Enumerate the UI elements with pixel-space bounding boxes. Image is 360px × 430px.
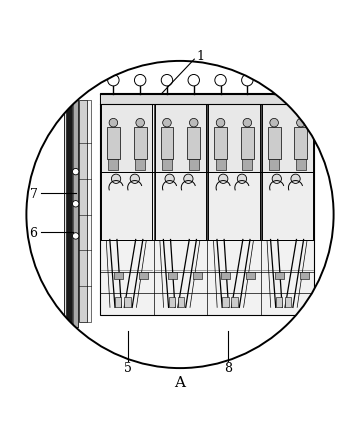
- Circle shape: [161, 75, 173, 87]
- Bar: [214, 128, 227, 160]
- Circle shape: [109, 119, 118, 128]
- Circle shape: [219, 175, 228, 184]
- Bar: [168, 297, 175, 307]
- Circle shape: [111, 175, 121, 184]
- Circle shape: [242, 75, 253, 87]
- Circle shape: [184, 175, 193, 184]
- Bar: [189, 160, 199, 170]
- Text: 1: 1: [197, 50, 205, 63]
- Bar: [73, 95, 78, 327]
- Bar: [101, 104, 153, 172]
- Bar: [79, 101, 87, 322]
- Bar: [208, 172, 260, 240]
- Bar: [114, 272, 123, 279]
- Bar: [66, 95, 72, 327]
- Bar: [178, 297, 184, 307]
- Circle shape: [297, 119, 305, 128]
- Circle shape: [237, 175, 247, 184]
- Bar: [107, 128, 120, 160]
- Bar: [161, 128, 174, 160]
- Circle shape: [188, 75, 199, 87]
- Circle shape: [291, 175, 300, 184]
- Bar: [222, 297, 229, 307]
- Bar: [101, 172, 153, 240]
- Circle shape: [243, 119, 252, 128]
- Bar: [64, 95, 78, 327]
- Circle shape: [189, 119, 198, 128]
- Bar: [269, 160, 279, 170]
- Bar: [241, 128, 254, 160]
- Bar: [221, 272, 230, 279]
- Circle shape: [136, 119, 144, 128]
- Circle shape: [134, 75, 146, 87]
- Circle shape: [272, 175, 282, 184]
- Bar: [296, 160, 306, 170]
- Text: 8: 8: [224, 361, 232, 374]
- Circle shape: [72, 233, 79, 240]
- Bar: [275, 272, 284, 279]
- Circle shape: [216, 119, 225, 128]
- Bar: [100, 95, 314, 104]
- Bar: [162, 160, 172, 170]
- Bar: [100, 94, 314, 315]
- Circle shape: [72, 201, 79, 208]
- Circle shape: [130, 175, 139, 184]
- Bar: [124, 297, 131, 307]
- Text: A: A: [175, 375, 185, 390]
- Bar: [262, 104, 313, 172]
- Text: 7: 7: [30, 187, 37, 200]
- Bar: [276, 297, 282, 307]
- Circle shape: [72, 169, 79, 175]
- Bar: [231, 297, 238, 307]
- Bar: [294, 128, 307, 160]
- Bar: [242, 160, 252, 170]
- Circle shape: [215, 75, 226, 87]
- Circle shape: [163, 119, 171, 128]
- Circle shape: [108, 75, 119, 87]
- Circle shape: [269, 75, 280, 87]
- Bar: [115, 297, 121, 307]
- Bar: [262, 172, 313, 240]
- Bar: [135, 160, 145, 170]
- Bar: [155, 104, 206, 172]
- Bar: [187, 128, 200, 160]
- Circle shape: [165, 175, 174, 184]
- Bar: [134, 128, 147, 160]
- Bar: [193, 272, 202, 279]
- Bar: [285, 297, 292, 307]
- Text: 5: 5: [124, 361, 132, 374]
- Bar: [168, 272, 177, 279]
- Text: 6: 6: [30, 226, 37, 240]
- Bar: [87, 101, 91, 322]
- Bar: [208, 104, 260, 172]
- Circle shape: [270, 119, 278, 128]
- Bar: [139, 272, 148, 279]
- Bar: [155, 172, 206, 240]
- Bar: [247, 272, 255, 279]
- Bar: [300, 272, 309, 279]
- Bar: [216, 160, 226, 170]
- Bar: [268, 128, 280, 160]
- Bar: [108, 160, 118, 170]
- Circle shape: [295, 75, 307, 87]
